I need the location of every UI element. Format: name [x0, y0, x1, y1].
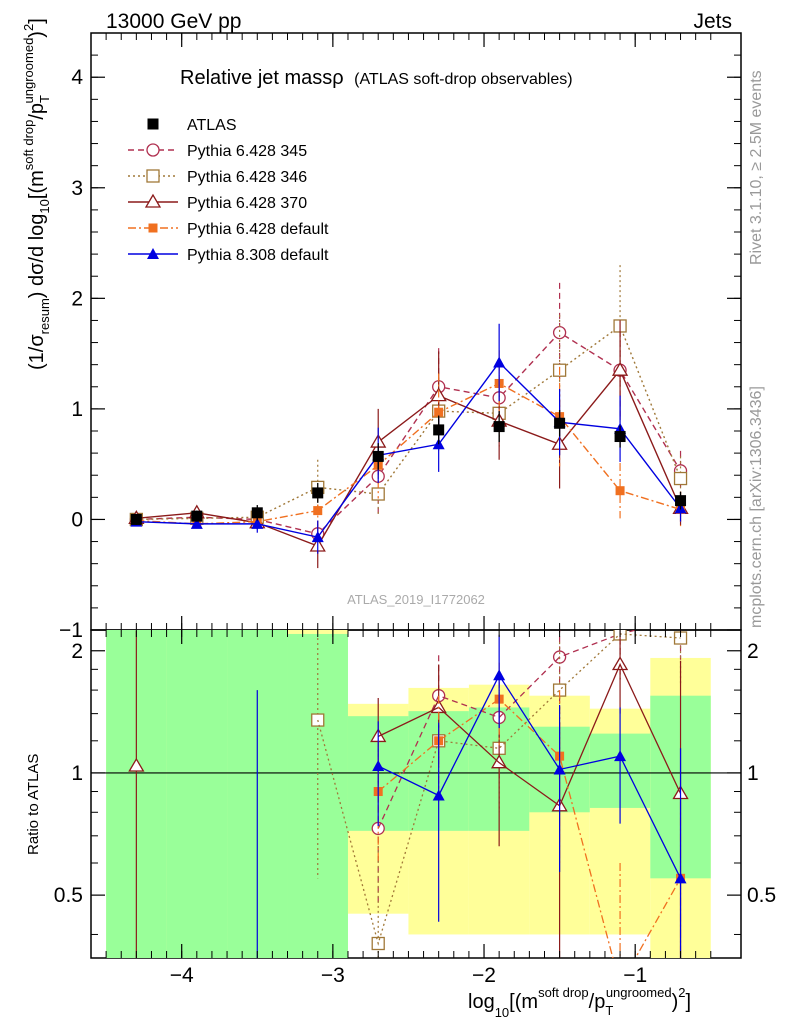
y-tick-label: 4: [71, 66, 83, 89]
ratio-tick-label: 2: [71, 640, 83, 663]
data-point: [311, 531, 324, 543]
ratio-tick-label: 1: [71, 762, 83, 785]
data-point: [615, 486, 625, 496]
legend-label: Pythia 6.428 346: [187, 169, 307, 186]
plot-title-main: Relative jet massρ: [180, 67, 344, 89]
plot-title-sub: (ATLAS soft-drop observables): [354, 71, 572, 88]
ratio-line: [377, 698, 682, 958]
legend-marker: [147, 118, 159, 130]
data-point: [313, 506, 323, 516]
ratio-band-inner: [166, 630, 228, 958]
ratio-bands: [91, 630, 741, 958]
atlas-point: [130, 513, 142, 525]
ratio-tick-label-right: 2: [747, 640, 759, 663]
atlas-point: [372, 450, 384, 462]
ratio-point: [675, 613, 687, 625]
ratio-y-label: Ratio to ATLAS: [25, 754, 42, 855]
atlas-point: [312, 487, 324, 499]
ratio-tick-label: 0.5: [54, 884, 83, 907]
ratio-line: [377, 662, 682, 807]
axis-ticks: −1 0 1 2 3 4 0.5 0.5 1 1 2 2 −4 −3 −2 −1: [54, 33, 776, 987]
series-line: [136, 382, 681, 525]
ratio-line: [377, 674, 682, 879]
plot-title: Relative jet massρ (ATLAS soft-drop obse…: [180, 67, 573, 89]
y-tick-label: 0: [71, 508, 83, 531]
series-line: [136, 361, 682, 538]
ratio-point: [128, 757, 145, 772]
legend-marker: [147, 248, 159, 259]
legend-marker: [148, 223, 158, 233]
data-point: [251, 517, 264, 529]
legend-label: Pythia 6.428 345: [187, 143, 307, 160]
y-tick-label: 1: [71, 398, 83, 421]
legend-entry: Pythia 6.428 345: [128, 143, 307, 160]
ratio-band-inner: [287, 633, 348, 958]
atlas-point: [191, 510, 203, 522]
x-tick-label: −3: [321, 964, 345, 987]
data-point: [190, 517, 203, 529]
x-tick-label: −2: [472, 964, 496, 987]
y-tick-label: 3: [71, 177, 83, 200]
atlas-point: [251, 507, 263, 519]
y-tick-label: 2: [71, 287, 83, 310]
main-series-2: [128, 320, 689, 569]
atlas-point: [433, 424, 445, 436]
legend-entry: Pythia 6.428 370: [128, 193, 307, 212]
series-line: [136, 368, 682, 547]
atlas-point: [493, 421, 505, 433]
main-series-1: [129, 265, 688, 527]
y-tick-label: −1: [59, 619, 83, 642]
main-series-0: [129, 282, 688, 548]
legend: ATLAS Pythia 6.428 345 Pythia 6.428 346 Pyt…: [128, 117, 329, 264]
ratio-frame: [90, 629, 742, 959]
data-point: [434, 407, 444, 417]
x-tick-label: −4: [170, 964, 194, 987]
legend-label: Pythia 6.428 370: [187, 195, 307, 212]
legend-label: Pythia 8.308 default: [187, 247, 329, 264]
data-point: [493, 356, 506, 368]
legend-label: Pythia 6.428 default: [187, 221, 329, 238]
legend-marker: [146, 169, 160, 183]
legend-entry: ATLAS: [147, 117, 237, 134]
rivet-label: Rivet 3.1.10, ≥ 2.5M events: [748, 70, 765, 265]
atlas-data: [130, 409, 687, 525]
y-axis-label: (1/σresum) dσ/d log10[(msoft drop/pTungr…: [21, 18, 52, 370]
ratio-point: [251, 979, 263, 990]
x-axis-label: log10[(msoft drop/pTungroomed)2]: [468, 985, 691, 1020]
energy-label: 13000 GeV pp: [106, 10, 241, 33]
legend-marker: [146, 143, 160, 157]
main-series-4: [130, 323, 687, 554]
legend-marker: [144, 193, 162, 208]
legend-label: ATLAS: [187, 117, 237, 134]
legend-entry: Pythia 6.428 default: [128, 221, 329, 238]
group-label: Jets: [693, 10, 732, 33]
ratio-point: [372, 760, 385, 772]
series-line: [136, 331, 682, 535]
atlas-point: [614, 431, 626, 443]
ratio-series-4: [251, 634, 687, 990]
ratio-tick-label-right: 0.5: [747, 884, 776, 907]
data-point: [611, 361, 629, 376]
analysis-id: ATLAS_2019_I1772062: [347, 592, 485, 607]
legend-entry: Pythia 6.428 346: [128, 169, 307, 186]
ratio-line: [377, 630, 639, 829]
mcplots-label: mcplots.cern.ch [arXiv:1306.3436]: [748, 386, 765, 628]
main-series: [128, 265, 689, 569]
x-tick-label: −1: [623, 964, 647, 987]
series-line: [136, 324, 682, 521]
atlas-point: [675, 495, 687, 507]
legend-entry: Pythia 8.308 default: [128, 247, 329, 264]
main-series-3: [131, 350, 686, 533]
atlas-point: [554, 417, 566, 429]
ratio-tick-label-right: 1: [747, 762, 759, 785]
data-point: [673, 471, 688, 486]
